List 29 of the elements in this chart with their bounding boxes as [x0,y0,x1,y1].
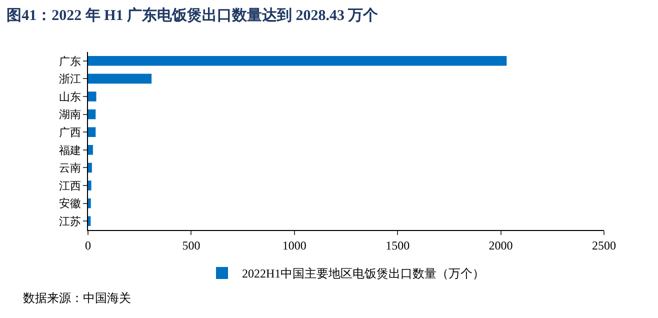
bar [88,145,93,155]
y-tick-label: 广东 [58,54,81,68]
bar [88,56,507,66]
x-tick-label: 2000 [488,238,513,252]
x-tick-label: 0 [85,238,91,252]
bar [88,162,92,173]
bar [88,109,96,120]
y-tick-label: 浙江 [58,72,81,86]
legend-label: 2022H1中国主要地区电饭煲出口数量（万个） [242,266,485,281]
y-tick-label: 湖南 [58,108,81,122]
source-note: 数据来源：中国海关 [23,291,131,305]
x-tick-label: 2500 [592,238,616,252]
y-tick-label: 广西 [58,126,81,139]
y-tick-label: 江苏 [58,214,81,228]
bar [88,216,91,226]
x-tick-label: 1000 [282,238,306,252]
bar [88,198,91,208]
bar [88,180,92,190]
y-tick-label: 安徽 [58,197,81,210]
y-tick-label: 江西 [58,180,81,192]
bar [88,92,96,102]
chart-title: 图41：2022 年 H1 广东电饭煲出口数量达到 2028.43 万个 [6,6,380,24]
x-tick-label: 1500 [386,238,410,252]
y-tick-label: 云南 [58,162,81,175]
x-tick-label: 500 [182,238,200,252]
y-tick-label: 福建 [58,144,81,157]
y-tick-label: 山东 [58,90,81,104]
bar [88,127,96,137]
bar [88,74,152,84]
